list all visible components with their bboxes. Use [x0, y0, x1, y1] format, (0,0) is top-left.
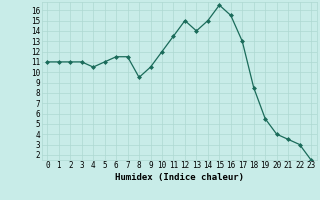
X-axis label: Humidex (Indice chaleur): Humidex (Indice chaleur) — [115, 173, 244, 182]
